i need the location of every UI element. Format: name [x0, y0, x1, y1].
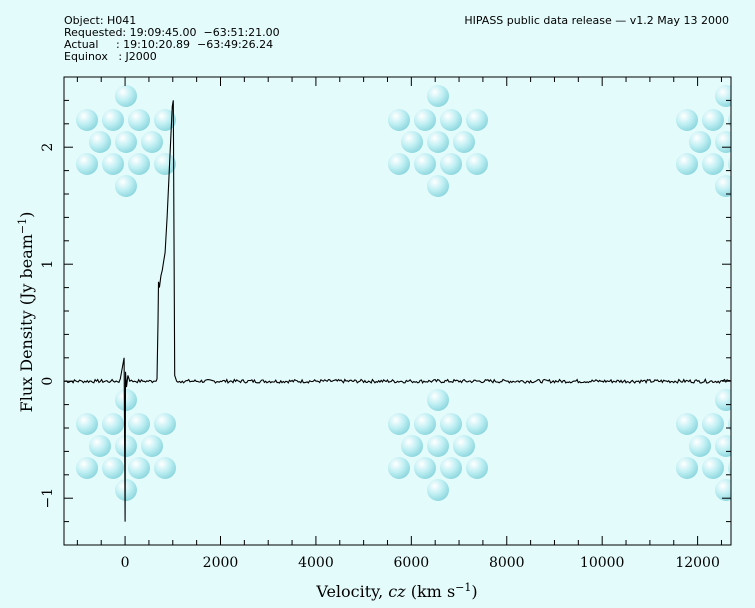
x-tick-label: 6000 — [394, 555, 430, 571]
x-tick-label: 4000 — [298, 555, 334, 571]
watermark-logo — [388, 85, 488, 197]
y-tick-label: 1 — [40, 260, 56, 269]
x-tick-label: 10000 — [580, 555, 625, 571]
y-tick-label: −1 — [40, 488, 56, 509]
watermark-logo — [676, 389, 755, 501]
watermark-logo — [76, 389, 176, 501]
y-tick-labels: −1 0 1 2 — [40, 143, 56, 509]
x-tick-label: 0 — [121, 555, 130, 571]
y-tick-label: 0 — [40, 377, 56, 386]
watermark-logos — [76, 85, 755, 501]
watermark-logo — [388, 389, 488, 501]
x-tick-labels: 0 2000 4000 6000 8000 10000 12000 — [121, 555, 720, 571]
x-tick-label: 12000 — [675, 555, 720, 571]
x-tick-label: 2000 — [203, 555, 239, 571]
y-axis-label: Flux Density (Jy beam−1) — [16, 212, 36, 413]
watermark-logo — [76, 85, 176, 197]
x-axis-label: Velocity, cz (km s−1) — [315, 581, 477, 601]
watermark-logo — [676, 85, 755, 197]
x-tick-label: 8000 — [489, 555, 525, 571]
y-tick-label: 2 — [40, 143, 56, 152]
